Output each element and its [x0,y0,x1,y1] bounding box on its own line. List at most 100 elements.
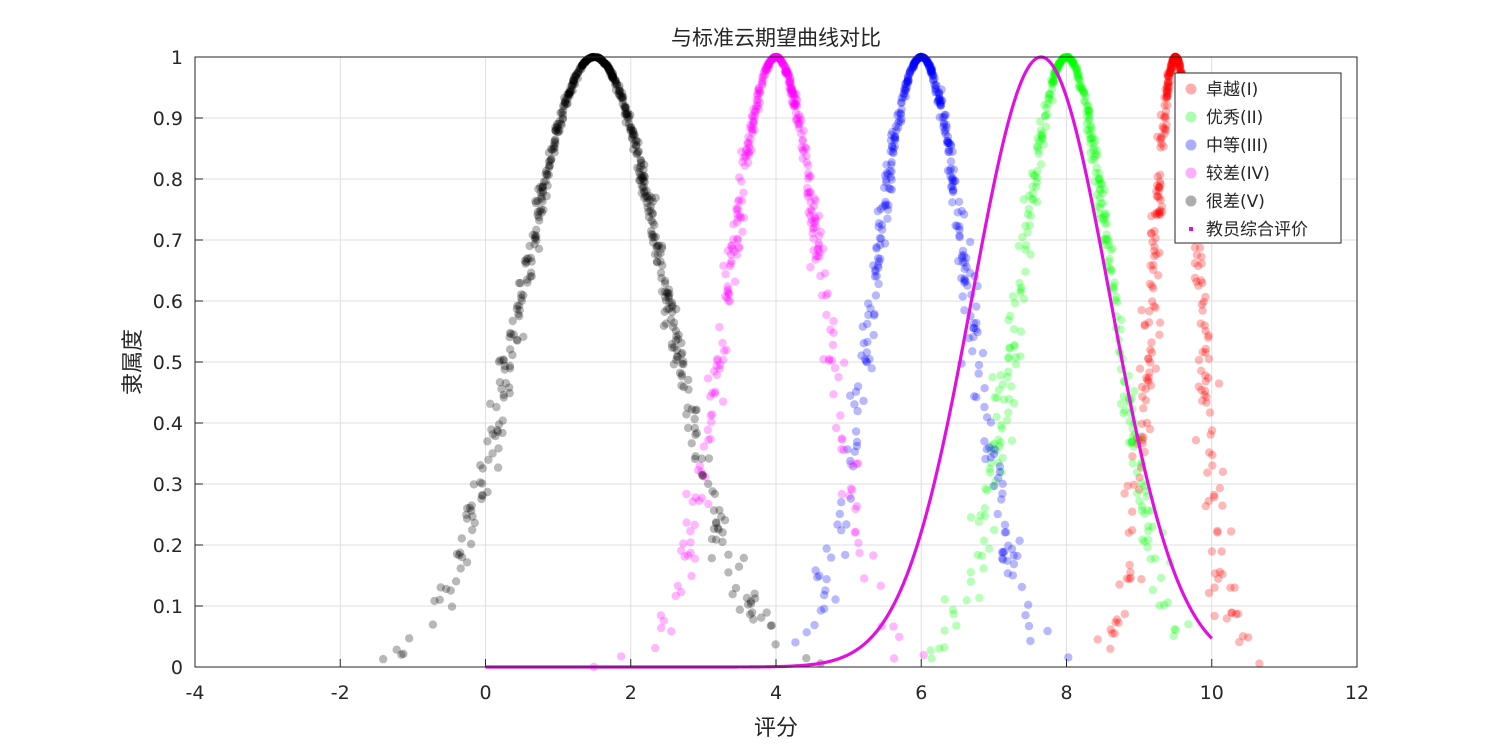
cloud-drop [699,442,709,451]
cloud-drop [1080,89,1089,99]
cloud-drop [882,178,891,187]
cloud-drop [734,197,743,206]
cloud-drop [1037,134,1047,144]
cloud-drop [813,573,822,582]
cloud-drop [1043,110,1052,119]
cloud-drop [708,388,717,397]
cloud-drop [534,184,543,194]
cloud-drop [764,58,773,67]
cloud-drop [615,87,624,96]
cloud-drop [614,88,623,98]
cloud-drop [883,214,892,223]
cloud-drop [993,509,1002,519]
cloud-drop [1166,61,1176,70]
cloud-drop [860,355,870,364]
cloud-drop [813,244,822,254]
cloud-drop [446,586,455,595]
cloud-drop [786,85,795,94]
cloud-drop [944,145,954,154]
cloud-drop [869,551,878,560]
cloud-drop [991,476,1000,486]
cloud-drop [795,120,804,129]
cloud-drop [948,198,957,207]
series-中等(III) [791,52,1073,662]
cloud-drop [869,311,879,320]
cloud-drop [1175,61,1185,70]
cloud-drop [647,226,656,236]
cloud-drop [1234,609,1243,618]
cloud-drop [1124,438,1134,447]
cloud-drop [990,445,999,454]
cloud-drop [698,470,707,479]
cloud-drop [600,59,609,69]
cloud-drop [532,232,541,241]
cloud-drop [901,79,911,89]
cloud-drop [747,145,756,155]
cloud-drop [618,95,628,105]
cloud-drop [648,218,657,227]
cloud-drop [1059,53,1068,63]
cloud-drop [927,67,936,76]
cloud-drop [886,160,896,169]
cloud-drop [581,57,591,66]
cloud-drop [828,340,838,350]
cloud-drop [697,493,707,503]
cloud-drop [600,59,609,68]
cloud-drop [1194,281,1203,290]
cloud-drop [1116,325,1125,334]
cloud-drop [821,291,831,300]
cloud-drop [1059,54,1068,63]
cloud-drop [673,581,682,591]
cloud-drop [1162,88,1172,97]
cloud-drop [788,98,797,108]
cloud-drop [901,92,910,101]
cloud-drop [781,62,790,71]
cloud-drop [605,64,614,73]
cloud-drop [544,157,554,166]
cloud-drop [636,155,645,164]
cloud-drop [1208,450,1217,460]
cloud-drop [660,307,669,316]
legend-label: 卓越(I) [1206,80,1258,100]
cloud-drop [578,61,587,70]
cloud-drop [919,53,928,62]
x-tick-label: 10 [1200,682,1224,704]
cloud-drop [781,68,790,77]
cloud-drop [596,55,606,65]
cloud-drop [570,80,580,89]
cloud-drop [899,93,908,102]
cloud-drop [455,550,464,560]
cloud-drop [907,65,917,74]
cloud-drop [852,502,862,511]
cloud-drop [926,68,936,77]
cloud-drop [732,218,742,227]
cloud-drop [1070,61,1079,70]
cloud-drop [744,132,753,141]
cloud-drop [1162,88,1172,98]
cloud-drop [762,63,771,72]
cloud-drop [755,86,764,95]
cloud-drop [639,165,648,174]
x-tick-label: 0 [479,682,491,704]
cloud-drop [737,177,746,186]
cloud-drop [523,254,533,263]
cloud-drop [522,257,531,267]
cloud-drop [750,594,760,603]
cloud-drop [741,152,750,162]
cloud-drop [600,59,609,68]
cloud-drop [1054,59,1064,68]
cloud-drop [1029,171,1039,180]
cloud-drop [933,97,942,107]
cloud-drop [600,58,609,67]
cloud-drop [606,66,615,76]
cloud-drop [910,59,919,68]
cloud-drop [676,587,686,597]
cloud-drop [457,534,466,543]
cloud-drop [805,188,814,197]
cloud-drop [925,63,934,73]
cloud-drop [806,211,815,220]
cloud-drop [1000,528,1010,537]
cloud-drop [1153,191,1163,201]
cloud-drop [1103,234,1112,244]
cloud-drop [929,76,938,85]
